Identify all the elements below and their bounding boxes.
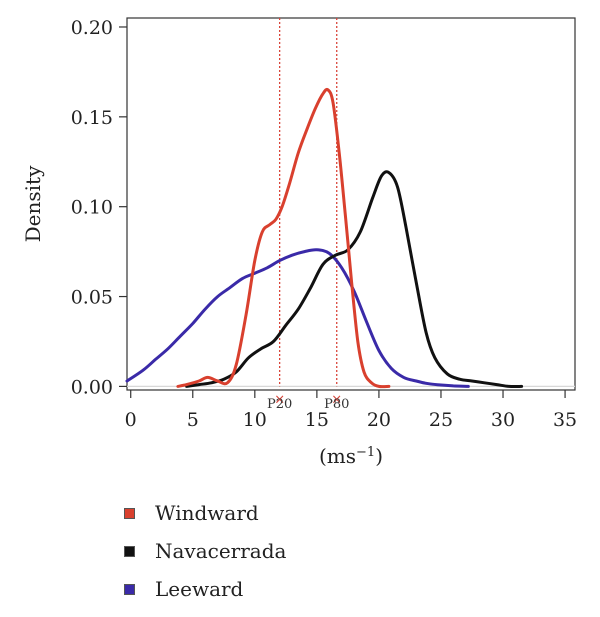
- legend-label-windward: Windward: [155, 501, 259, 525]
- legend-swatch-navacerrada: [124, 545, 135, 557]
- x-axis-label: (ms−1): [319, 444, 383, 468]
- series-line-windward: [176, 87, 391, 389]
- legend-label-leeward: Leeward: [155, 577, 244, 601]
- legend: Windward Navacerrada Leeward: [124, 494, 286, 608]
- plot-frame: [126, 17, 576, 391]
- y-tick-label-0: 0.00: [71, 376, 113, 398]
- legend-item-windward: Windward: [124, 494, 286, 532]
- percentile-marker-p80: ×: [331, 392, 342, 407]
- y-tick-label-2: 0.10: [71, 197, 113, 219]
- legend-label-navacerrada: Navacerrada: [155, 539, 287, 563]
- legend-swatch-windward: [124, 507, 135, 519]
- x-tick-label-6: 30: [491, 409, 515, 431]
- percentile-label-p80: P80: [324, 397, 349, 412]
- x-tick-label-2: 10: [243, 409, 267, 431]
- plot-area: 0.000.050.100.150.200 5 10 15 20 25 30 35×P20 ×P…: [21, 17, 577, 468]
- y-tick-label-1: 0.05: [71, 287, 113, 309]
- series-line-leeward: [125, 248, 470, 388]
- percentile-marker-p20: ×: [274, 392, 285, 407]
- x-tick-label-3: 15: [305, 409, 329, 431]
- percentile-label-p20: P20: [267, 397, 292, 412]
- y-axis-label: Density: [21, 165, 45, 242]
- x-tick-label-5: 25: [429, 409, 453, 431]
- legend-item-navacerrada: Navacerrada: [124, 532, 286, 570]
- legend-item-leeward: Leeward: [124, 570, 286, 608]
- series-line-navacerrada: [185, 170, 524, 389]
- x-tick-label-1: 5: [187, 409, 199, 431]
- x-tick-label-0: 0: [125, 409, 137, 431]
- y-tick-label-3: 0.15: [71, 107, 113, 129]
- y-tick-label-4: 0.20: [71, 17, 113, 39]
- legend-swatch-leeward: [124, 583, 135, 595]
- x-tick-label-4: 20: [367, 409, 391, 431]
- density-chart: 0.000.050.100.150.200 5 10 15 20 25 30 35×P20 ×P…: [21, 17, 577, 468]
- x-tick-label-7: 35: [553, 409, 577, 431]
